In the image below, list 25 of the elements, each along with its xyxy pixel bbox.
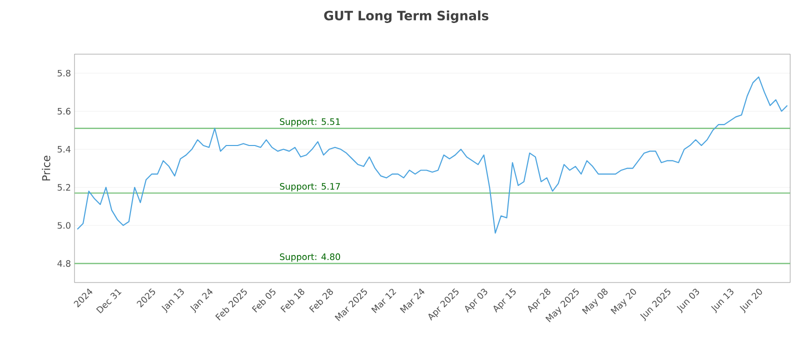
- y-axis-title: Price: [42, 156, 50, 181]
- y-tick-label: 5.8: [58, 70, 70, 77]
- y-tick-label: 4.8: [57, 260, 70, 268]
- ref-line-label: Support: 5.51: [280, 118, 340, 127]
- ref-line-label: Support: 5.17: [280, 183, 340, 192]
- x-tick-label: Feb 18: [280, 289, 304, 313]
- y-tick-label: 5.0: [58, 222, 70, 229]
- ref-line-label: Support: 4.80: [280, 254, 340, 262]
- y-tick-label: 5.4: [58, 146, 71, 153]
- x-tick-label: Apr 15: [494, 288, 516, 313]
- x-tick-label: Jun 13: [711, 288, 734, 314]
- x-tick-label: Mar 12: [371, 289, 396, 314]
- y-tick-label: 5.6: [58, 108, 70, 115]
- x-tick-label: Jun 20: [740, 289, 762, 314]
- x-tick-label: Feb 05: [252, 288, 276, 313]
- y-tick-label: 5.2: [58, 184, 70, 191]
- x-tick-label: Feb 28: [309, 289, 333, 313]
- x-tick-label: Jan 13: [162, 288, 184, 314]
- x-tick-label: Dec 31: [96, 289, 122, 314]
- x-tick-label: Mar 24: [400, 288, 424, 314]
- x-tick-label: Apr 28: [528, 288, 550, 313]
- chart-title: GUT Long Term Signals: [324, 10, 488, 24]
- x-tick-label: Apr 03: [464, 288, 488, 313]
- x-tick-label: Jan 24: [190, 288, 213, 314]
- x-tick-label: Jun 03: [676, 288, 700, 314]
